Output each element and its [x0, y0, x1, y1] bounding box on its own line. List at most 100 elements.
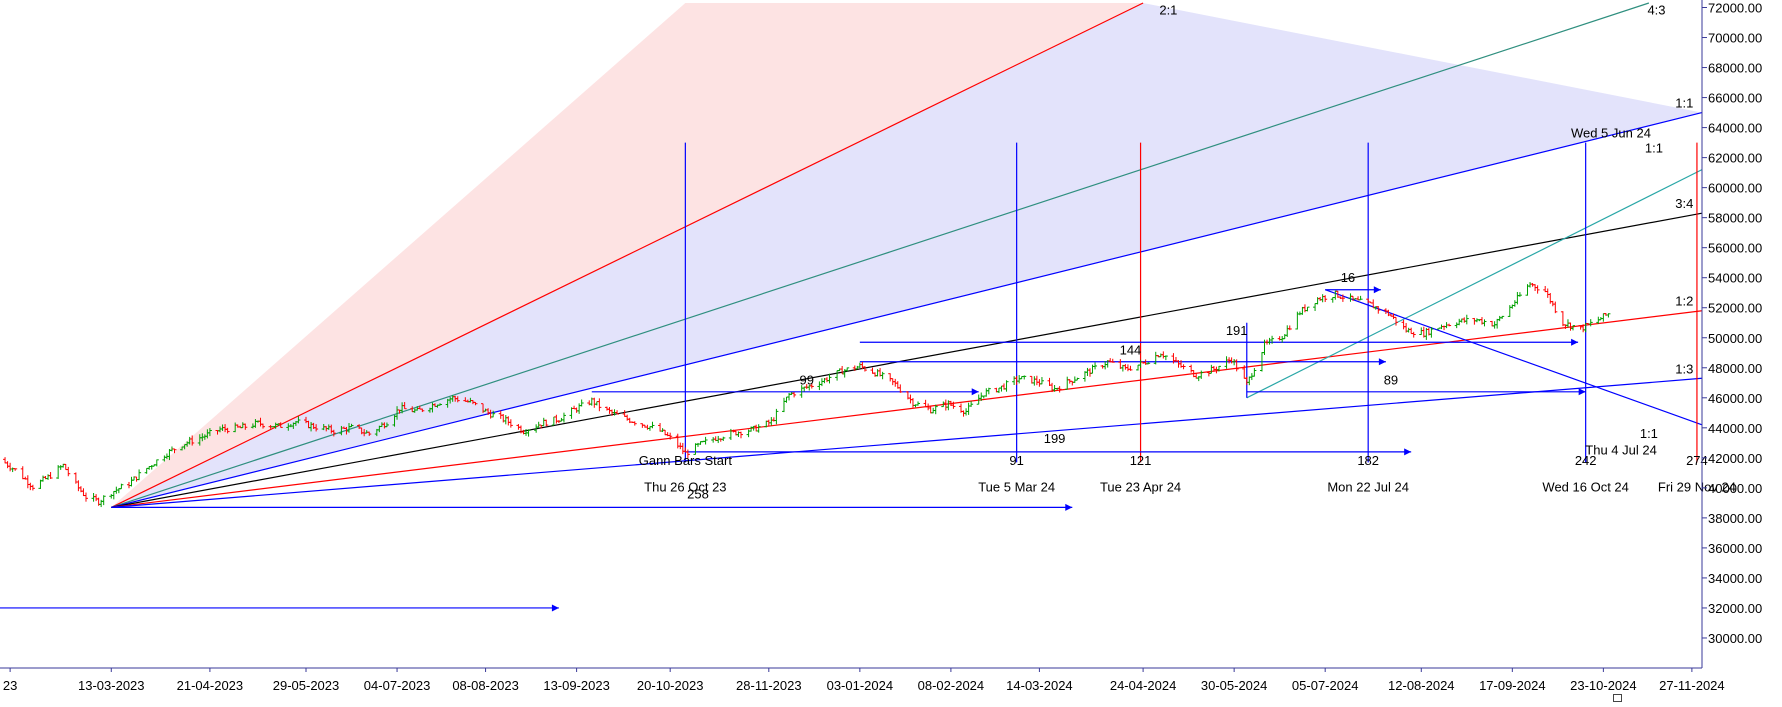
price-bar: [1005, 380, 1009, 391]
cycle-date-label: Thu 26 Oct 23: [644, 479, 726, 494]
y-tick-label: 58000.00: [1708, 211, 1762, 226]
price-bar: [1111, 359, 1115, 363]
arrow-head-4: [1379, 358, 1386, 365]
price-bar: [1412, 332, 1416, 338]
y-tick-label: 30000.00: [1708, 631, 1762, 646]
price-bar: [1164, 355, 1168, 360]
x-tick-label: 29-05-2023: [273, 678, 340, 693]
price-bar: [911, 398, 915, 408]
price-bar: [881, 372, 885, 379]
cycle-count-label: 121: [1130, 453, 1152, 468]
x-tick-label: 28-11-2023: [736, 678, 802, 693]
price-bar: [1189, 365, 1193, 373]
arrow-count-label: 16: [1341, 270, 1355, 285]
price-bar: [987, 388, 991, 395]
annotation-label: 1:1: [1640, 426, 1658, 441]
arrow-count-label: 199: [1044, 431, 1066, 446]
price-bar: [1359, 296, 1363, 300]
price-bar: [1407, 328, 1411, 333]
price-bar: [757, 424, 761, 432]
price-bar: [782, 398, 786, 412]
x-tick-label: 27-11-2024: [1659, 678, 1725, 693]
resize-grip[interactable]: [1613, 694, 1622, 702]
price-bar: [1419, 327, 1423, 334]
x-tick-label: 24-04-2024: [1110, 678, 1177, 693]
price-bar: [580, 400, 584, 407]
x-tick-label: 20-10-2023: [637, 678, 704, 693]
price-bar: [1128, 366, 1132, 371]
price-bar: [1207, 372, 1211, 377]
price-bar: [597, 398, 601, 411]
price-bar: [119, 484, 123, 489]
price-bar: [916, 401, 920, 405]
arrow-head-5: [1571, 339, 1578, 346]
y-tick-label: 48000.00: [1708, 361, 1762, 376]
y-tick-label: 56000.00: [1708, 241, 1762, 256]
price-bar: [595, 402, 599, 406]
fan-ratio-label: 1:2: [1675, 294, 1693, 309]
price-bar: [625, 415, 629, 421]
price-bar: [1553, 302, 1557, 314]
price-bar: [1075, 378, 1079, 380]
y-tick-label: 40000.00: [1708, 481, 1762, 496]
price-bar: [1139, 360, 1143, 368]
price-bar: [1584, 323, 1588, 332]
cycle-date-label: Tue 5 Mar 24: [978, 479, 1055, 494]
arrow-count-label: 89: [1384, 372, 1398, 387]
price-bar: [1495, 319, 1499, 329]
price-bar: [1348, 293, 1352, 301]
price-bar: [774, 409, 778, 424]
annotation-label: Wed 5 Jun 24: [1571, 126, 1651, 141]
price-bar: [575, 407, 579, 412]
price-bar: [999, 386, 1003, 392]
price-bar: [112, 491, 116, 499]
arrow-count-label: 144: [1120, 342, 1142, 357]
annotation-label: Thu 4 Jul 24: [1585, 442, 1657, 457]
price-bar: [1313, 303, 1317, 311]
price-bar: [552, 417, 556, 425]
price-bar: [1161, 351, 1165, 358]
y-tick-label: 52000.00: [1708, 301, 1762, 316]
price-bar: [1472, 318, 1476, 325]
price-bar: [820, 378, 824, 386]
arrow-head-0: [1065, 504, 1072, 511]
y-tick-label: 54000.00: [1708, 271, 1762, 286]
x-tick-label: 13-09-2023: [543, 678, 610, 693]
price-bar: [504, 415, 508, 424]
price-bar: [66, 467, 70, 476]
arrow-head-6: [1579, 388, 1586, 395]
fan-ratio-label: 4:3: [1647, 3, 1665, 18]
price-bar: [46, 474, 50, 480]
price-bar: [92, 493, 96, 502]
x-tick-label: 17-09-2024: [1479, 678, 1546, 693]
y-tick-label: 36000.00: [1708, 541, 1762, 556]
y-tick-label: 34000.00: [1708, 571, 1762, 586]
price-bar: [645, 425, 649, 430]
price-bar: [1513, 300, 1517, 307]
price-bar: [31, 485, 35, 491]
fan-ratio-label: 1:3: [1675, 361, 1693, 376]
price-bar: [835, 370, 839, 380]
price-bar: [1088, 368, 1092, 377]
x-tick-label: 14-03-2024: [1006, 678, 1073, 693]
price-bar: [967, 403, 971, 415]
y-tick-label: 60000.00: [1708, 181, 1762, 196]
y-tick-label: 72000.00: [1708, 1, 1762, 16]
price-bar: [499, 411, 503, 419]
price-bar: [1528, 282, 1532, 287]
fan-ratio-label: 1:1: [1675, 96, 1693, 111]
arrow-count-label: 258: [687, 486, 709, 501]
price-bar: [633, 421, 637, 425]
x-tick-label: 23: [3, 678, 17, 693]
price-bar: [1606, 313, 1610, 317]
price-bar: [544, 420, 548, 427]
price-bar: [1268, 338, 1272, 345]
price-bar: [1093, 362, 1097, 369]
y-tick-label: 46000.00: [1708, 391, 1762, 406]
price-bar: [1483, 319, 1487, 326]
price-bar: [658, 423, 662, 432]
y-tick-label: 38000.00: [1708, 511, 1762, 526]
price-bar: [1230, 357, 1234, 363]
x-tick-label: 21-04-2023: [177, 678, 244, 693]
